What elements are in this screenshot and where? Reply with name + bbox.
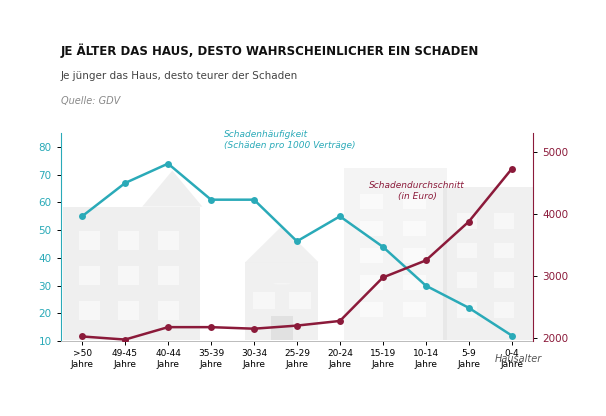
Bar — [403, 248, 426, 263]
Bar — [158, 231, 179, 250]
Bar — [457, 302, 477, 318]
Bar — [457, 272, 477, 288]
Bar — [79, 266, 100, 285]
Bar — [79, 231, 100, 250]
Bar — [245, 262, 318, 340]
Bar — [118, 231, 139, 250]
Text: JE ÄLTER DAS HAUS, DESTO WAHRSCHEINLICHER EIN SCHADEN: JE ÄLTER DAS HAUS, DESTO WAHRSCHEINLICHE… — [61, 44, 479, 58]
Bar — [457, 213, 477, 229]
Bar — [360, 194, 383, 209]
Bar — [158, 266, 179, 285]
Bar — [403, 194, 426, 209]
Bar — [360, 275, 383, 290]
Bar — [271, 317, 293, 340]
Text: Je jünger das Haus, desto teurer der Schaden: Je jünger das Haus, desto teurer der Sch… — [61, 71, 298, 81]
Bar — [118, 301, 139, 320]
Bar — [344, 168, 447, 340]
Bar — [443, 187, 533, 340]
Bar — [403, 221, 426, 236]
Bar — [118, 266, 139, 285]
Text: Quelle: GDV: Quelle: GDV — [61, 96, 120, 106]
Bar — [403, 302, 426, 317]
Text: Schadendurchschnitt
(in Euro): Schadendurchschnitt (in Euro) — [370, 181, 465, 201]
Bar — [457, 243, 477, 258]
Bar — [79, 301, 100, 320]
Bar — [494, 302, 514, 318]
Bar — [494, 213, 514, 229]
Polygon shape — [142, 171, 202, 207]
Bar — [253, 292, 275, 309]
Bar — [403, 275, 426, 290]
Text: Hausalter: Hausalter — [494, 354, 542, 364]
Bar — [494, 272, 514, 288]
Bar — [63, 207, 200, 340]
Bar — [494, 243, 514, 258]
Circle shape — [273, 283, 291, 285]
Bar — [289, 292, 311, 309]
Bar — [158, 301, 179, 320]
Bar — [360, 302, 383, 317]
Bar — [360, 221, 383, 236]
Polygon shape — [245, 226, 318, 262]
Text: Schadenhäufigkeit
(Schäden pro 1000 Verträge): Schadenhäufigkeit (Schäden pro 1000 Vert… — [224, 130, 355, 150]
Bar — [360, 248, 383, 263]
